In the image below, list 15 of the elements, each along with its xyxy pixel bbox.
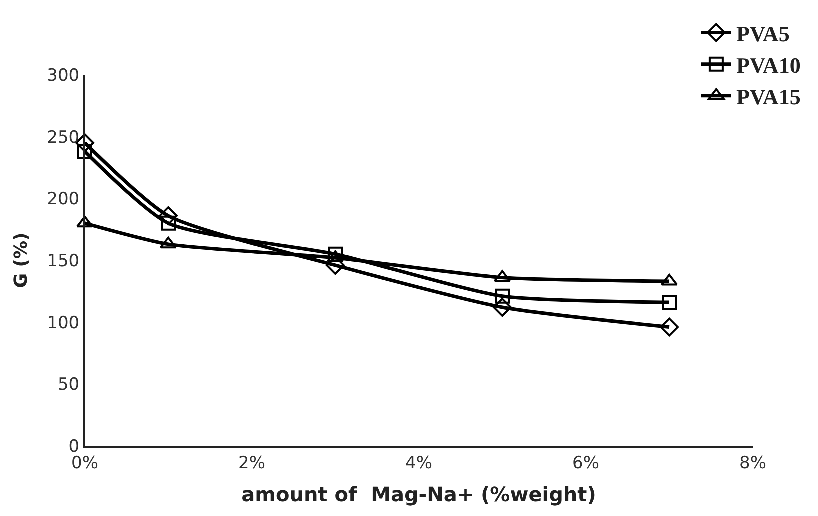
x-tick-label: 6% [572,453,600,474]
y-tick-label: 50 [58,375,80,396]
x-tick-label: 8% [740,453,766,474]
y-tick-label: 200 [47,190,80,210]
legend-label: PVA5 [736,21,790,46]
y-tick-label: 300 [47,66,80,86]
y-tick-label: 100 [47,313,80,334]
legend-label: PVA10 [736,52,801,78]
y-tick-label: 250 [47,128,80,148]
x-tick-label: 4% [406,453,432,474]
x-tick-label: 2% [238,453,266,474]
legend-label: PVA15 [736,84,801,110]
x-axis-title: amount of Mag-Na+ (%weight) [242,482,596,506]
y-tick-label: 150 [47,251,80,272]
y-axis-title: G (%) [10,232,32,288]
